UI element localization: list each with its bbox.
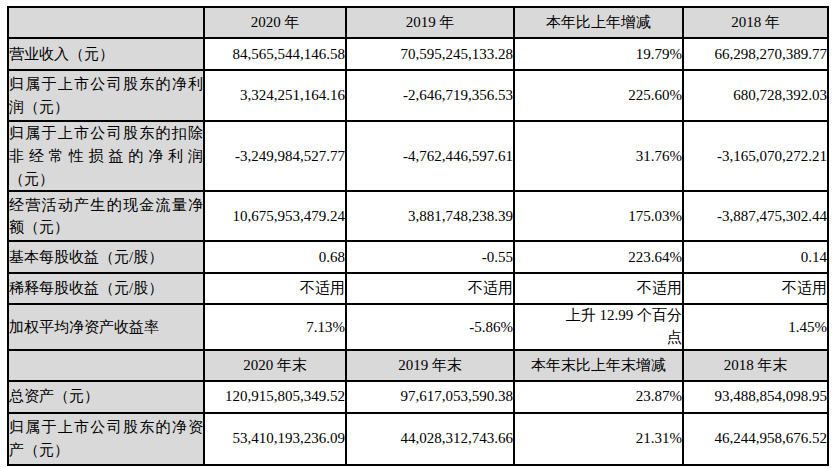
col-header-period-end-change: 本年末比上年末增减: [514, 350, 683, 381]
table-header-period-end: 2020 年末 2019 年末 本年末比上年末增减 2018 年末: [8, 350, 828, 381]
value-2020: 10,675,953,479.24: [204, 191, 346, 241]
table-row-weighted-roe: 加权平均净资产收益率 7.13% -5.86% 上升 12.99 个百分 点 1…: [8, 304, 828, 350]
col-header-2020-end: 2020 年末: [204, 350, 346, 381]
col-header-2018: 2018 年: [683, 7, 828, 38]
row-label: 稀释每股收益（元/股）: [8, 273, 204, 304]
value-change: 上升 12.99 个百分 点: [514, 304, 683, 350]
col-header-2019-end: 2019 年末: [346, 350, 514, 381]
value-2020: 53,410,193,236.09: [204, 413, 346, 465]
value-2018: 46,244,958,676.52: [683, 413, 828, 465]
table-row-basic-eps: 基本每股收益（元/股） 0.68 -0.55 223.64% 0.14: [8, 241, 828, 273]
value-2020: 不适用: [204, 273, 346, 304]
value-change: 不适用: [514, 273, 683, 304]
value-2020: 3,324,251,164.16: [204, 70, 346, 121]
row-label: 归属于上市公司股东的净资产（元）: [8, 413, 204, 465]
value-2019: 70,595,245,133.28: [346, 38, 514, 70]
value-2018: 680,728,392.03: [683, 70, 828, 121]
value-2019: -0.55: [346, 241, 514, 273]
row-label: 加权平均净资产收益率: [8, 304, 204, 350]
value-change: 23.87%: [514, 381, 683, 413]
table-row-revenue: 营业收入（元） 84,565,544,146.58 70,595,245,133…: [8, 38, 828, 70]
value-2019: 97,617,053,590.38: [346, 381, 514, 413]
header-empty-cell: [8, 7, 204, 38]
value-2020: 120,915,805,349.52: [204, 381, 346, 413]
table-row-net-assets: 归属于上市公司股东的净资产（元） 53,410,193,236.09 44,02…: [8, 413, 828, 465]
value-2018: 1.45%: [683, 304, 828, 350]
value-2020: 7.13%: [204, 304, 346, 350]
row-label: 总资产（元）: [8, 381, 204, 413]
header-empty-cell: [8, 350, 204, 381]
value-2018: -3,165,070,272.21: [683, 121, 828, 191]
value-2020: 0.68: [204, 241, 346, 273]
row-label: 归属于上市公司股东的净利润（元）: [8, 70, 204, 121]
table-row-net-profit: 归属于上市公司股东的净利润（元） 3,324,251,164.16 -2,646…: [8, 70, 828, 121]
value-2019: 3,881,748,238.39: [346, 191, 514, 241]
col-header-2018-end: 2018 年末: [683, 350, 828, 381]
table-row-net-profit-excl-nonrecurring: 归属于上市公司股东的扣除非经常性损益的净利润（元） -3,249,984,527…: [8, 121, 828, 191]
row-label: 归属于上市公司股东的扣除非经常性损益的净利润（元）: [8, 121, 204, 191]
value-2019: 44,028,312,743.66: [346, 413, 514, 465]
row-label: 经营活动产生的现金流量净额（元）: [8, 191, 204, 241]
value-2018: 93,488,854,098.95: [683, 381, 828, 413]
value-2019: -5.86%: [346, 304, 514, 350]
col-header-2020: 2020 年: [204, 7, 346, 38]
table-row-operating-cash-flow: 经营活动产生的现金流量净额（元） 10,675,953,479.24 3,881…: [8, 191, 828, 241]
table-row-diluted-eps: 稀释每股收益（元/股） 不适用 不适用 不适用 不适用: [8, 273, 828, 304]
value-2018: -3,887,475,302.44: [683, 191, 828, 241]
value-2020: -3,249,984,527.77: [204, 121, 346, 191]
financial-summary-table: 2020 年 2019 年 本年比上年增减 2018 年 营业收入（元） 84,…: [7, 6, 829, 466]
value-2019: 不适用: [346, 273, 514, 304]
table-row-total-assets: 总资产（元） 120,915,805,349.52 97,617,053,590…: [8, 381, 828, 413]
table-header-annual: 2020 年 2019 年 本年比上年增减 2018 年: [8, 7, 828, 38]
value-change: 225.60%: [514, 70, 683, 121]
col-header-yoy-change: 本年比上年增减: [514, 7, 683, 38]
value-change: 175.03%: [514, 191, 683, 241]
value-2020: 84,565,544,146.58: [204, 38, 346, 70]
value-2018: 66,298,270,389.77: [683, 38, 828, 70]
value-2018: 0.14: [683, 241, 828, 273]
value-2019: -2,646,719,356.53: [346, 70, 514, 121]
row-label: 基本每股收益（元/股）: [8, 241, 204, 273]
col-header-2019: 2019 年: [346, 7, 514, 38]
value-change: 19.79%: [514, 38, 683, 70]
value-change: 21.31%: [514, 413, 683, 465]
value-change: 31.76%: [514, 121, 683, 191]
value-2018: 不适用: [683, 273, 828, 304]
row-label: 营业收入（元）: [8, 38, 204, 70]
value-2019: -4,762,446,597.61: [346, 121, 514, 191]
value-change: 223.64%: [514, 241, 683, 273]
